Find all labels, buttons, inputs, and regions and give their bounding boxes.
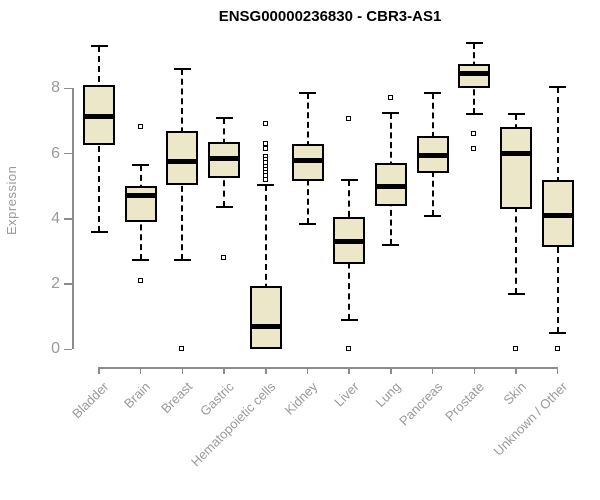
x-axis-tick [306, 367, 309, 374]
whisker-hematopoietic-cells [264, 184, 267, 350]
whisker-cap-bottom-pancreas [424, 214, 442, 217]
box-skin [500, 127, 532, 210]
x-category-label-prostate: Prostate [442, 379, 487, 424]
whisker-cap-bottom-kidney [299, 222, 316, 225]
outlier-hematopoietic-cells [262, 121, 268, 127]
x-category-label-brain: Brain [121, 379, 154, 412]
whisker-cap-top-kidney [299, 92, 316, 95]
x-axis-tick [348, 367, 350, 374]
whisker-cap-top-lung [382, 111, 400, 114]
y-tick-label: 8 [51, 79, 60, 97]
x-axis-tick [181, 367, 184, 374]
whisker-cap-top-brain [132, 163, 150, 166]
outlier-unknown-other [554, 346, 560, 352]
outlier-hematopoietic-cells [262, 145, 268, 151]
median-liver [333, 239, 366, 245]
y-axis-label: Expression [4, 165, 19, 235]
median-unknown-other [541, 213, 574, 219]
whisker-cap-top-liver [340, 178, 358, 181]
outlier-gastric [221, 254, 227, 260]
x-category-label-skin: Skin [500, 379, 529, 408]
x-axis-tick [431, 367, 434, 374]
x-category-label-lung: Lung [372, 379, 404, 411]
box-breast [166, 130, 199, 185]
y-tick-label: 6 [51, 144, 60, 162]
whisker-cap-top-bladder [90, 44, 108, 47]
x-axis-tick [139, 367, 142, 374]
x-axis-tick [390, 367, 392, 374]
x-axis-line [98, 367, 559, 369]
whisker-cap-top-gastric [215, 116, 233, 119]
x-category-label-unknown-other: Unknown / Other [490, 379, 571, 459]
median-bladder [83, 113, 115, 119]
median-breast [166, 159, 199, 165]
outlier-breast [179, 346, 185, 352]
box-hematopoietic-cells [249, 285, 282, 350]
whisker-cap-bottom-prostate [465, 113, 483, 116]
y-axis-tick [64, 218, 72, 220]
x-category-label-bladder: Bladder [69, 379, 112, 422]
x-category-label-gastric: Gastric [196, 379, 237, 419]
median-brain [124, 193, 157, 199]
x-axis-tick [265, 367, 267, 374]
outlier-brain [137, 277, 143, 283]
outlier-skin [513, 346, 518, 352]
whisker-cap-bottom-bladder [90, 230, 108, 233]
x-category-label-pancreas: Pancreas [395, 379, 446, 429]
outlier-liver [346, 116, 352, 122]
box-brain [124, 186, 157, 223]
whisker-cap-bottom-breast [173, 258, 191, 261]
median-lung [374, 183, 407, 189]
whisker-cap-bottom-skin [507, 292, 525, 295]
whisker-cap-bottom-unknown-other [549, 331, 567, 334]
y-axis-line [72, 88, 74, 350]
chart-title: ENSG00000236830 - CBR3-AS1 [218, 8, 442, 25]
y-tick-label: 0 [51, 340, 60, 358]
median-pancreas [416, 152, 449, 158]
outlier-liver [346, 346, 352, 352]
x-axis-tick [223, 367, 225, 374]
median-kidney [291, 157, 324, 163]
y-axis-tick [64, 283, 72, 285]
outlier-brain [137, 124, 143, 130]
x-category-label-kidney: Kidney [281, 379, 321, 418]
median-hematopoietic-cells [249, 323, 282, 329]
median-skin [500, 151, 532, 157]
outlier-prostate [471, 145, 477, 151]
whisker-cap-top-unknown-other [549, 85, 567, 88]
x-axis-tick [556, 367, 559, 374]
whisker-cap-top-pancreas [424, 92, 442, 95]
x-axis-tick [515, 367, 517, 374]
y-axis-tick [64, 152, 72, 155]
whisker-cap-bottom-gastric [215, 206, 233, 209]
median-gastric [208, 155, 241, 161]
whisker-cap-bottom-brain [132, 258, 150, 261]
y-tick-label: 4 [51, 209, 60, 227]
whisker-cap-top-hematopoietic-cells [257, 183, 275, 186]
x-axis-tick [98, 367, 100, 374]
x-axis-tick [473, 367, 476, 374]
outlier-lung [387, 95, 393, 101]
y-tick-label: 2 [51, 275, 60, 293]
whisker-cap-bottom-lung [382, 243, 400, 246]
y-axis-tick [64, 87, 72, 90]
whisker-cap-bottom-liver [340, 318, 358, 321]
outlier-hematopoietic-cells [262, 140, 268, 146]
whisker-cap-top-prostate [465, 41, 483, 44]
y-axis-tick [64, 348, 72, 351]
outlier-hematopoietic-cells [262, 176, 268, 182]
median-prostate [458, 71, 491, 77]
x-category-label-liver: Liver [331, 379, 362, 410]
x-category-label-breast: Breast [157, 379, 196, 417]
whisker-cap-top-breast [173, 67, 191, 70]
outlier-prostate [471, 131, 477, 136]
whisker-cap-top-skin [507, 113, 525, 116]
